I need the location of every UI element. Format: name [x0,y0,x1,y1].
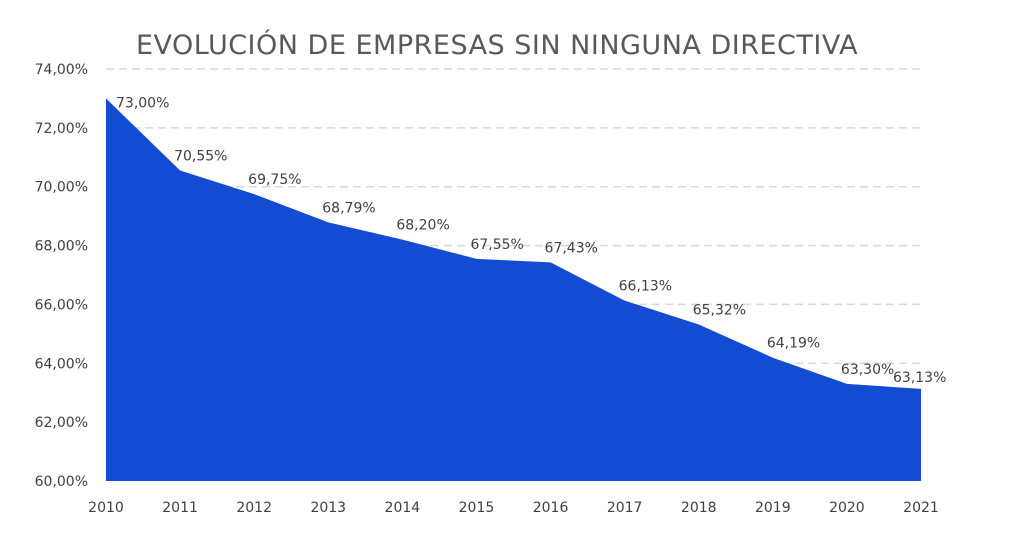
x-tick-label: 2019 [755,500,791,516]
data-label: 66,13% [619,279,672,295]
chart-title: EVOLUCIÓN DE EMPRESAS SIN NINGUNA DIRECT… [136,29,858,61]
y-tick-label: 74,00% [35,62,88,78]
data-label: 65,32% [693,302,746,318]
area-series [106,98,921,481]
data-label: 64,19% [767,336,820,352]
data-label: 73,00% [116,95,169,111]
data-label: 68,79% [322,200,375,216]
data-label: 67,55% [470,237,523,253]
data-label: 63,13% [893,370,946,386]
data-label: 70,55% [174,149,227,165]
x-tick-label: 2021 [903,500,939,516]
y-tick-label: 72,00% [35,121,88,137]
x-tick-label: 2010 [88,500,124,516]
x-axis: 2010 2011 2012 2013 2014 2015 2016 2017 2018 2019… [88,500,939,516]
x-tick-label: 2013 [310,500,346,516]
y-tick-label: 68,00% [35,239,88,255]
x-tick-label: 2017 [607,500,643,516]
x-tick-label: 2018 [681,500,717,516]
x-tick-label: 2011 [162,500,198,516]
data-label: 69,75% [248,172,301,188]
x-tick-label: 2012 [236,500,272,516]
data-label: 63,30% [841,362,894,378]
x-tick-label: 2020 [829,500,865,516]
x-tick-label: 2015 [459,500,495,516]
data-label: 67,43% [545,240,598,256]
y-tick-label: 64,00% [35,356,88,372]
y-tick-label: 70,00% [35,180,88,196]
y-tick-label: 62,00% [35,415,88,431]
y-tick-label: 66,00% [35,297,88,313]
y-axis: 60,00% 62,00% 64,00% 66,00% 68,00% 70,00% 72,0… [35,62,88,490]
x-tick-label: 2014 [385,500,421,516]
area-fill [106,98,921,481]
y-tick-label: 60,00% [35,474,88,490]
data-label: 68,20% [396,218,449,234]
x-tick-label: 2016 [533,500,569,516]
